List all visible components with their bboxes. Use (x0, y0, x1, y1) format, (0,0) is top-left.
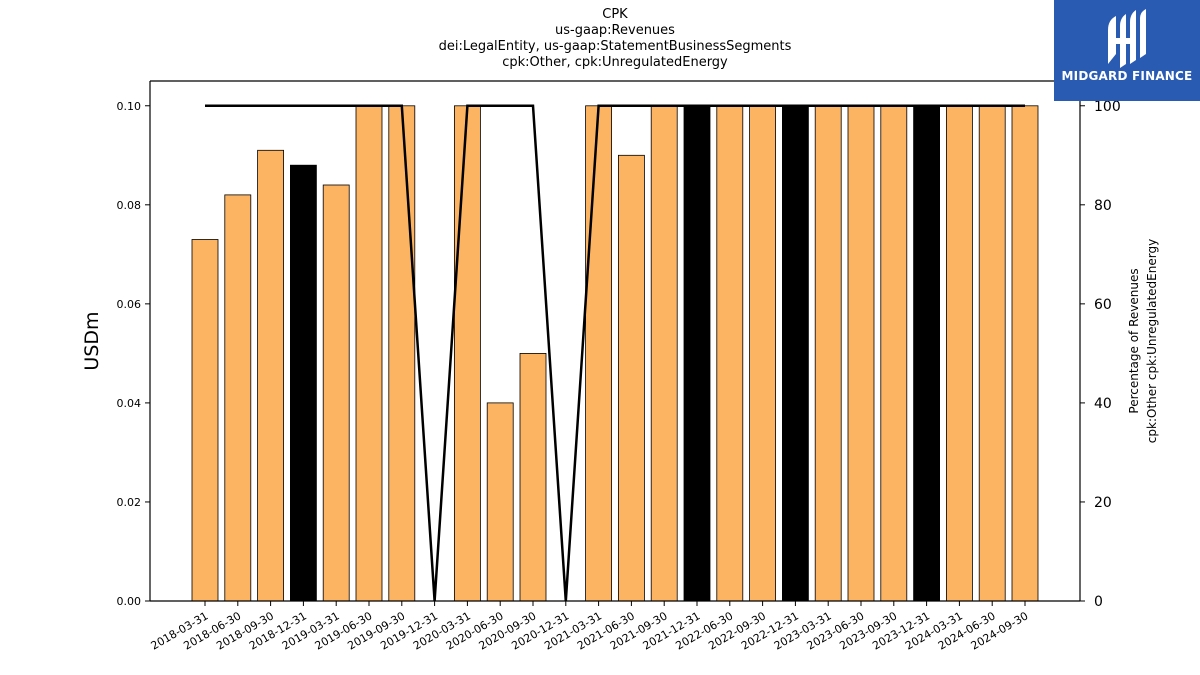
title-line: us-gaap:Revenues (555, 23, 675, 38)
y-axis-label: USDm (81, 311, 103, 370)
percentage-line (205, 104, 1025, 602)
y2-tick-label: 40 (1094, 396, 1112, 412)
y2-axis-label: Percentage of Revenues (1127, 268, 1141, 413)
bar (388, 105, 416, 602)
y2-tick-label: 80 (1094, 198, 1112, 214)
bar (224, 194, 252, 602)
title-line: CPK (602, 7, 628, 22)
bar (585, 105, 612, 602)
bar (716, 105, 744, 602)
y-tick-label: 0.00 (117, 595, 142, 608)
title-line: dei:LegalEntity, us-gaap:StatementBusine… (438, 39, 792, 54)
bar (355, 105, 383, 602)
chart-title: CPK us-gaap:Revenues dei:LegalEntity, us… (215, 7, 1015, 71)
y-tick-label: 0.06 (117, 298, 142, 311)
y-tick-label: 0.04 (117, 397, 142, 410)
bar (978, 105, 1006, 602)
bar (650, 105, 678, 602)
bar (913, 105, 940, 602)
bar (946, 105, 973, 602)
y2-tick-label: 100 (1094, 99, 1121, 115)
bar (453, 105, 481, 602)
y-tick-label: 0.10 (117, 100, 142, 113)
logo-mark-icon (1108, 9, 1146, 68)
bar (191, 239, 219, 602)
bar (289, 164, 317, 602)
y-tick-label: 0.02 (117, 496, 142, 509)
bar (880, 105, 908, 602)
bar (486, 402, 514, 602)
bar (1011, 105, 1039, 602)
title-line: cpk:Other, cpk:UnregulatedEnergy (502, 55, 728, 70)
y2-tick-label: 0 (1094, 594, 1103, 610)
y2-tick-label: 20 (1094, 495, 1112, 511)
bar (782, 105, 809, 602)
logo-text: MIDGARD FINANCE (1061, 69, 1193, 83)
bar (322, 184, 350, 602)
bar (257, 149, 285, 602)
bar (683, 105, 711, 602)
bar (847, 105, 875, 602)
bar (814, 105, 842, 602)
y2-tick-label: 60 (1094, 297, 1112, 313)
bar (618, 154, 645, 602)
bar (519, 352, 547, 602)
y2-axis-label: cpk:Other cpk:UnregulatedEnergy (1145, 239, 1159, 443)
y-tick-label: 0.08 (117, 199, 142, 212)
midgard-logo: MIDGARD FINANCE (1054, 0, 1200, 101)
bar (749, 105, 776, 602)
